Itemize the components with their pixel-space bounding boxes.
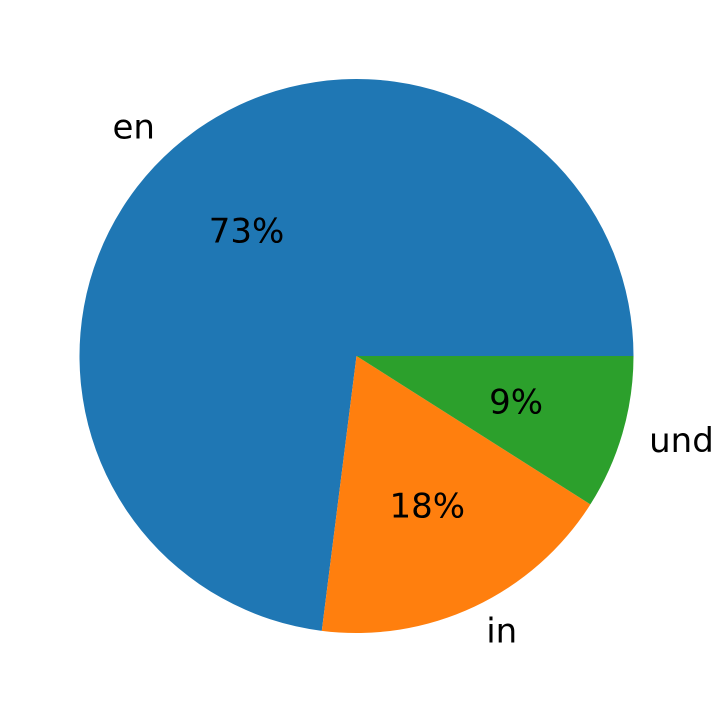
category-labels: en in und	[113, 107, 714, 651]
category-label-en: en	[113, 107, 155, 147]
category-label-und: und	[649, 421, 714, 461]
percent-labels: 73% 18% 9%	[209, 211, 543, 526]
pie-slice-in	[321, 356, 591, 634]
pie-slice-en	[79, 79, 634, 631]
percent-label-en: 73%	[209, 211, 285, 251]
pie-slices	[79, 79, 634, 634]
category-label-in: in	[486, 612, 517, 652]
pie-slice-und	[356, 356, 634, 505]
percent-label-in: 18%	[389, 486, 465, 526]
percent-label-und: 9%	[489, 382, 543, 422]
